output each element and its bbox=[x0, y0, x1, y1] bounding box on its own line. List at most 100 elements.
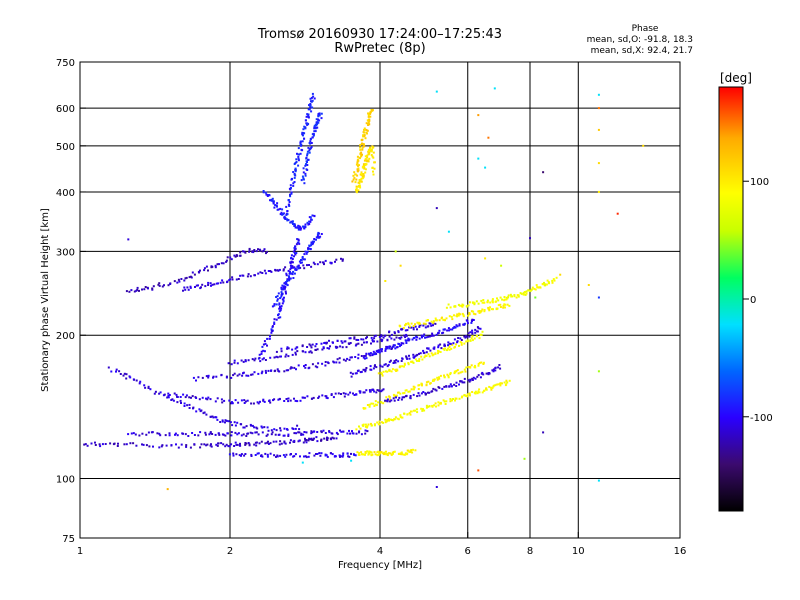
echo-point bbox=[496, 307, 498, 310]
echo-point bbox=[495, 383, 498, 386]
echo-point bbox=[360, 355, 363, 357]
echo-point bbox=[412, 356, 415, 359]
echo-point bbox=[308, 151, 311, 154]
echo-point bbox=[217, 442, 220, 445]
echo-point bbox=[294, 247, 297, 250]
echo-point bbox=[453, 370, 456, 373]
echo-point bbox=[279, 213, 282, 216]
echo-point bbox=[360, 155, 363, 158]
echo-point bbox=[355, 343, 358, 346]
echo-point bbox=[384, 370, 387, 373]
echo-point bbox=[308, 452, 311, 455]
echo-point bbox=[355, 163, 358, 166]
echo-point bbox=[395, 336, 398, 339]
echo-point bbox=[479, 311, 482, 314]
echo-point bbox=[477, 390, 480, 393]
echo-point bbox=[355, 393, 358, 396]
echo-point bbox=[253, 274, 256, 277]
echo-point bbox=[389, 452, 392, 455]
echo-point bbox=[230, 376, 233, 379]
echo-point bbox=[373, 424, 376, 427]
echo-point bbox=[425, 392, 427, 395]
echo-point bbox=[127, 433, 130, 436]
echo-point bbox=[224, 421, 226, 424]
echo-point bbox=[311, 343, 314, 346]
echo-point bbox=[381, 389, 384, 392]
echo-point bbox=[257, 402, 260, 405]
echo-point bbox=[449, 328, 452, 331]
echo-point bbox=[276, 356, 279, 359]
echo-point bbox=[174, 433, 176, 436]
colorbar-tick-label: 0 bbox=[750, 295, 756, 306]
echo-point bbox=[232, 374, 235, 377]
echo-point bbox=[283, 440, 286, 443]
echo-point bbox=[242, 360, 245, 363]
echo-point bbox=[253, 359, 256, 362]
echo-point bbox=[374, 334, 377, 337]
echo-point bbox=[394, 250, 397, 253]
echo-point bbox=[458, 383, 460, 386]
echo-point bbox=[179, 396, 182, 398]
echo-point bbox=[478, 361, 481, 364]
echo-point bbox=[255, 444, 258, 447]
echo-point bbox=[222, 443, 225, 446]
echo-point bbox=[360, 451, 363, 454]
echo-point bbox=[530, 288, 533, 291]
echo-point bbox=[310, 244, 313, 247]
echo-point bbox=[264, 342, 267, 345]
echo-point bbox=[418, 394, 421, 397]
echo-point bbox=[148, 445, 151, 448]
echo-point bbox=[399, 392, 402, 395]
echo-point bbox=[377, 350, 380, 353]
echo-point bbox=[205, 265, 208, 268]
echo-point bbox=[468, 335, 471, 338]
echo-point bbox=[382, 421, 385, 424]
echo-point bbox=[289, 277, 292, 280]
echo-point bbox=[363, 391, 366, 394]
echo-point bbox=[307, 247, 310, 250]
echo-point bbox=[276, 299, 279, 302]
echo-point bbox=[283, 287, 286, 290]
echo-point bbox=[515, 296, 518, 299]
echo-point bbox=[385, 453, 388, 456]
echo-point bbox=[250, 453, 253, 456]
echo-point bbox=[260, 372, 263, 375]
echo-point bbox=[290, 267, 293, 269]
echo-point bbox=[410, 388, 413, 391]
echo-point bbox=[279, 207, 282, 210]
echo-point bbox=[193, 443, 196, 446]
echo-point bbox=[432, 387, 435, 390]
echo-point bbox=[371, 388, 374, 391]
echo-point bbox=[437, 404, 440, 407]
echo-point bbox=[309, 147, 312, 150]
echo-point bbox=[270, 328, 273, 331]
echo-point bbox=[373, 451, 376, 454]
echo-point bbox=[274, 369, 277, 372]
echo-point bbox=[298, 260, 301, 263]
echo-point bbox=[446, 349, 448, 352]
echo-point bbox=[372, 170, 374, 173]
echo-point bbox=[294, 427, 297, 430]
echo-point bbox=[418, 352, 420, 355]
echo-point bbox=[236, 443, 239, 446]
echo-point bbox=[360, 174, 363, 177]
echo-point bbox=[438, 350, 441, 353]
echo-point bbox=[310, 438, 313, 441]
echo-point bbox=[385, 450, 387, 453]
echo-point bbox=[399, 325, 402, 328]
echo-point bbox=[482, 363, 485, 365]
echo-point bbox=[183, 402, 186, 405]
echo-point bbox=[135, 444, 138, 447]
echo-point bbox=[344, 340, 347, 343]
echo-point bbox=[308, 149, 311, 152]
echo-point bbox=[209, 415, 212, 418]
echo-point bbox=[299, 226, 302, 229]
echo-point bbox=[409, 395, 412, 397]
echo-point bbox=[222, 281, 225, 284]
echo-point bbox=[275, 355, 278, 358]
echo-point bbox=[267, 270, 270, 272]
echo-point bbox=[416, 395, 419, 398]
echo-point bbox=[424, 326, 427, 329]
echo-point bbox=[277, 208, 280, 211]
echo-point bbox=[270, 369, 273, 372]
